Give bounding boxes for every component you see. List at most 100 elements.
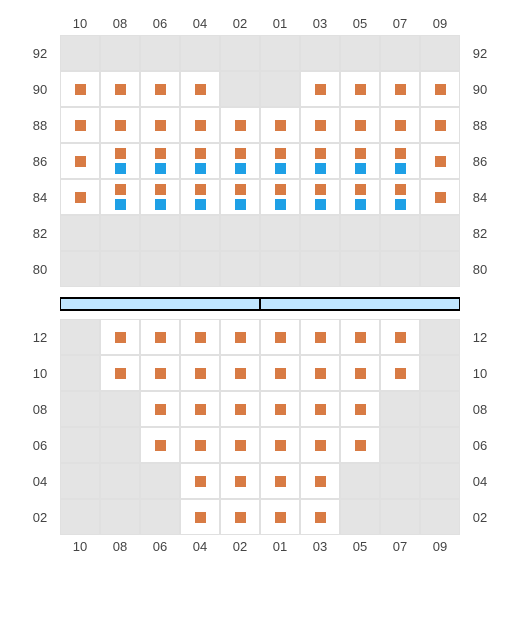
seat-cell[interactable] xyxy=(300,179,340,215)
seat-cell[interactable] xyxy=(100,107,140,143)
seat-cell[interactable] xyxy=(260,179,300,215)
seat-cell[interactable] xyxy=(340,107,380,143)
seat-cell[interactable] xyxy=(180,179,220,215)
seat-cell[interactable] xyxy=(380,143,420,179)
seat-cell[interactable] xyxy=(220,355,260,391)
seat-cell[interactable] xyxy=(180,107,220,143)
empty-cell xyxy=(340,215,380,251)
seat-cell[interactable] xyxy=(340,319,380,355)
seat-cell[interactable] xyxy=(340,143,380,179)
seat-cell[interactable] xyxy=(140,179,180,215)
empty-cell xyxy=(100,251,140,287)
seat-cell[interactable] xyxy=(260,107,300,143)
seat-cell[interactable] xyxy=(180,463,220,499)
seat-cell[interactable] xyxy=(140,391,180,427)
seat-cell[interactable] xyxy=(260,463,300,499)
orange-marker xyxy=(315,512,326,523)
seat-cell[interactable] xyxy=(340,179,380,215)
seat-cell[interactable] xyxy=(420,179,460,215)
seat-cell[interactable] xyxy=(300,463,340,499)
seat-cell[interactable] xyxy=(140,355,180,391)
seat-cell[interactable] xyxy=(380,319,420,355)
seat-cell[interactable] xyxy=(220,319,260,355)
blue-marker xyxy=(275,199,286,210)
seat-cell[interactable] xyxy=(100,71,140,107)
row-label: 84 xyxy=(20,179,60,215)
empty-cell xyxy=(260,251,300,287)
orange-marker xyxy=(435,84,446,95)
seat-cell[interactable] xyxy=(180,71,220,107)
seat-cell[interactable] xyxy=(300,355,340,391)
seat-cell[interactable] xyxy=(140,143,180,179)
seat-cell[interactable] xyxy=(100,179,140,215)
seat-cell[interactable] xyxy=(300,499,340,535)
seat-cell[interactable] xyxy=(300,71,340,107)
empty-cell xyxy=(60,391,100,427)
seat-cell[interactable] xyxy=(300,319,340,355)
seat-cell[interactable] xyxy=(140,427,180,463)
seat-cell[interactable] xyxy=(220,143,260,179)
row-label: 12 xyxy=(20,319,60,355)
seat-cell[interactable] xyxy=(60,179,100,215)
empty-cell xyxy=(380,463,420,499)
seat-cell[interactable] xyxy=(260,319,300,355)
seat-cell[interactable] xyxy=(100,355,140,391)
seat-cell[interactable] xyxy=(220,107,260,143)
seat-cell[interactable] xyxy=(380,107,420,143)
seat-cell[interactable] xyxy=(220,463,260,499)
seat-cell[interactable] xyxy=(180,499,220,535)
seat-cell[interactable] xyxy=(260,499,300,535)
orange-marker xyxy=(435,192,446,203)
seat-cell[interactable] xyxy=(180,427,220,463)
seat-cell[interactable] xyxy=(340,355,380,391)
seat-cell[interactable] xyxy=(140,319,180,355)
grid-row xyxy=(60,499,460,535)
seat-cell[interactable] xyxy=(420,71,460,107)
seat-cell[interactable] xyxy=(380,179,420,215)
orange-marker xyxy=(195,120,206,131)
seat-cell[interactable] xyxy=(60,143,100,179)
top-grid-wrap: 92908886848280 92908886848280 xyxy=(20,35,500,287)
seat-cell[interactable] xyxy=(380,355,420,391)
seat-cell[interactable] xyxy=(100,319,140,355)
seat-cell[interactable] xyxy=(300,143,340,179)
seat-cell[interactable] xyxy=(180,391,220,427)
seat-cell[interactable] xyxy=(140,71,180,107)
orange-marker xyxy=(275,476,286,487)
orange-marker xyxy=(155,368,166,379)
seat-cell[interactable] xyxy=(180,143,220,179)
seat-cell[interactable] xyxy=(220,391,260,427)
seat-cell[interactable] xyxy=(220,427,260,463)
seat-cell[interactable] xyxy=(220,499,260,535)
seat-cell[interactable] xyxy=(60,71,100,107)
seat-cell[interactable] xyxy=(420,143,460,179)
seat-cell[interactable] xyxy=(300,391,340,427)
seat-cell[interactable] xyxy=(180,355,220,391)
empty-cell xyxy=(140,463,180,499)
row-label: 10 xyxy=(460,355,500,391)
seat-cell[interactable] xyxy=(180,319,220,355)
seat-cell[interactable] xyxy=(220,179,260,215)
seat-cell[interactable] xyxy=(420,107,460,143)
seat-cell[interactable] xyxy=(340,71,380,107)
orange-marker xyxy=(355,368,366,379)
seat-cell[interactable] xyxy=(140,107,180,143)
column-label: 07 xyxy=(380,535,420,558)
seat-cell[interactable] xyxy=(260,143,300,179)
empty-cell xyxy=(300,35,340,71)
seat-cell[interactable] xyxy=(380,71,420,107)
seat-cell[interactable] xyxy=(300,107,340,143)
empty-cell xyxy=(340,463,380,499)
seat-cell[interactable] xyxy=(300,427,340,463)
seat-cell[interactable] xyxy=(60,107,100,143)
seat-cell[interactable] xyxy=(260,427,300,463)
seat-cell[interactable] xyxy=(100,143,140,179)
seat-cell[interactable] xyxy=(340,427,380,463)
seat-cell[interactable] xyxy=(260,355,300,391)
seat-cell[interactable] xyxy=(260,391,300,427)
empty-cell xyxy=(60,499,100,535)
grid-row xyxy=(60,463,460,499)
blue-marker xyxy=(275,163,286,174)
seat-cell[interactable] xyxy=(340,391,380,427)
empty-cell xyxy=(140,251,180,287)
